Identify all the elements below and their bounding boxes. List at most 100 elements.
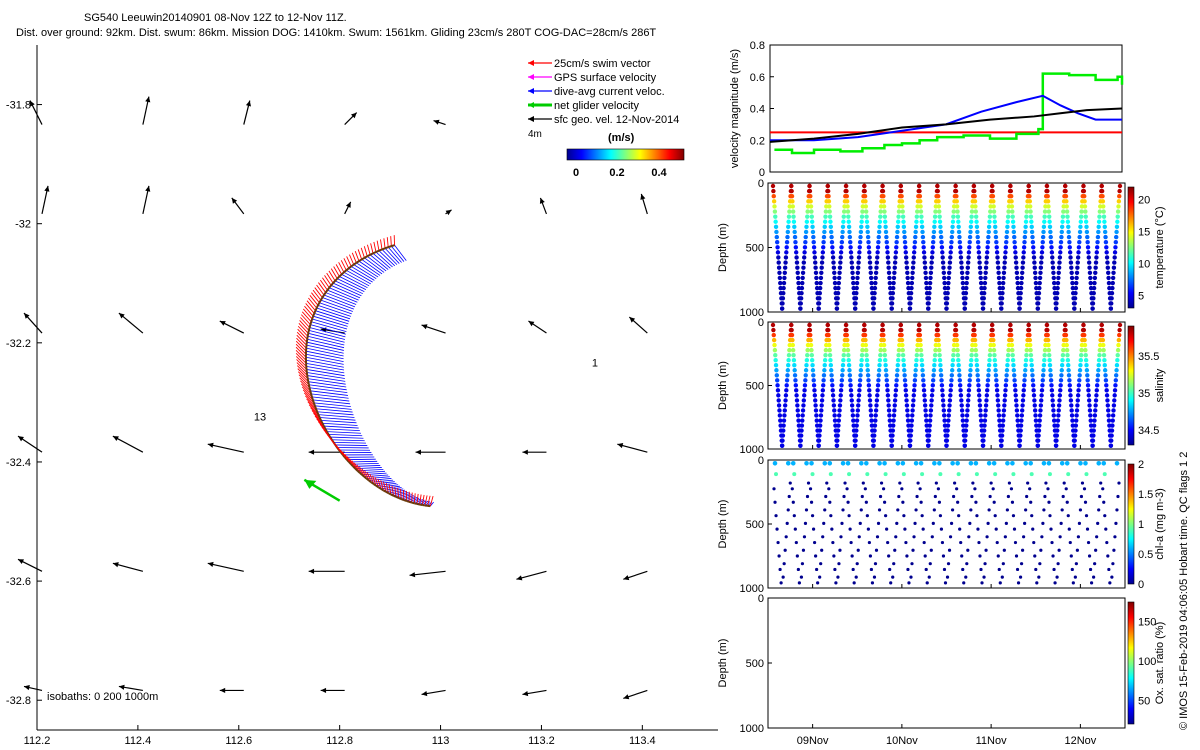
profile-point <box>968 363 974 368</box>
profile-point <box>979 423 984 428</box>
profile-point <box>841 347 847 353</box>
chla-point <box>901 500 905 504</box>
profile-point <box>1018 291 1023 296</box>
profile-point <box>795 403 800 408</box>
profile-point <box>866 383 872 388</box>
chla-point <box>993 472 998 477</box>
profile-point <box>975 373 980 378</box>
profile-point <box>913 373 918 378</box>
profile-point <box>965 265 971 270</box>
current-vector <box>322 422 358 426</box>
chla-point <box>878 494 883 499</box>
profile-point <box>1073 285 1079 291</box>
chla-point <box>829 514 833 518</box>
profile-point <box>1049 383 1054 388</box>
swim-vector <box>299 320 310 331</box>
current-vector <box>308 332 345 343</box>
glider-track <box>400 498 405 501</box>
profile-point <box>1027 194 1032 199</box>
profile-point <box>857 245 862 250</box>
profile-point <box>1069 275 1075 281</box>
geo-velocity-arrowhead <box>345 201 351 208</box>
profile-point <box>854 428 859 433</box>
profile-point <box>1077 229 1083 235</box>
profile-point <box>829 368 834 373</box>
profile-point <box>804 363 809 368</box>
profile-point <box>1039 388 1045 393</box>
profile-point <box>1086 250 1091 255</box>
profile-point <box>1029 368 1035 373</box>
profile-point <box>1094 383 1100 388</box>
swim-vector <box>386 237 389 248</box>
profile-point <box>846 214 851 219</box>
chla-point <box>971 481 975 485</box>
profile-point <box>884 239 889 245</box>
chla-point <box>1039 548 1043 552</box>
profile-point <box>890 433 895 438</box>
profile-point <box>1037 285 1042 291</box>
profile-point <box>956 229 962 235</box>
profile-point <box>1074 270 1080 276</box>
profile-point <box>805 204 811 209</box>
profile-point <box>977 403 983 408</box>
swim-vector <box>380 480 384 491</box>
profile-point <box>1099 188 1105 194</box>
swim-vector <box>380 239 383 250</box>
profile-point <box>941 403 946 408</box>
profile-point <box>1105 398 1110 403</box>
profile-point <box>809 219 815 224</box>
profile-point <box>895 219 901 224</box>
profile-point <box>964 280 969 286</box>
profile-point <box>1091 285 1097 291</box>
profile-point <box>1076 388 1081 393</box>
profile-point <box>887 413 892 418</box>
chla-point <box>774 514 778 518</box>
profile-point <box>1000 291 1005 296</box>
profile-point <box>818 413 824 418</box>
profile-point <box>1039 255 1044 260</box>
depth-axis-label: Depth (m) <box>717 361 729 410</box>
profile-point <box>774 229 779 235</box>
profile-point <box>1106 418 1112 423</box>
swim-vector <box>370 243 374 254</box>
profile-point <box>830 393 836 398</box>
profile-point <box>863 337 868 343</box>
swim-vector <box>300 314 311 325</box>
profile-point <box>971 183 977 189</box>
profile-point <box>1088 280 1093 286</box>
profile-point <box>900 352 906 358</box>
profile-point <box>946 413 951 418</box>
swim-vector <box>360 247 365 258</box>
current-vector <box>348 460 378 463</box>
profile-point <box>948 250 953 255</box>
profile-point <box>991 337 996 343</box>
profile-point <box>828 357 833 363</box>
profile-point <box>1108 306 1114 311</box>
profile-point <box>1021 388 1026 393</box>
swim-vector <box>416 493 419 504</box>
isobath-label: isobaths: 0 200 1000m <box>47 691 158 703</box>
chla-point <box>1067 527 1071 531</box>
profile-point <box>967 234 973 240</box>
chla-point <box>939 527 944 531</box>
profile-point <box>1058 250 1063 255</box>
profile-point <box>823 352 828 358</box>
profile-point <box>999 438 1004 443</box>
profile-point <box>783 398 788 403</box>
profile-point <box>1079 204 1085 209</box>
oxygen-colorbar <box>1127 601 1135 725</box>
profile-point <box>944 306 949 311</box>
glider-track <box>308 324 312 328</box>
profile-point <box>1093 265 1098 270</box>
geo-velocity-arrowhead <box>308 449 315 455</box>
profile-point <box>789 332 795 338</box>
profile-point <box>878 347 883 353</box>
glider-track <box>369 252 374 256</box>
profile-point <box>968 224 974 230</box>
profile-point <box>926 438 931 443</box>
profile-point <box>912 378 918 383</box>
current-vector <box>391 245 405 262</box>
current-vector <box>314 405 352 410</box>
glider-track <box>315 408 319 413</box>
